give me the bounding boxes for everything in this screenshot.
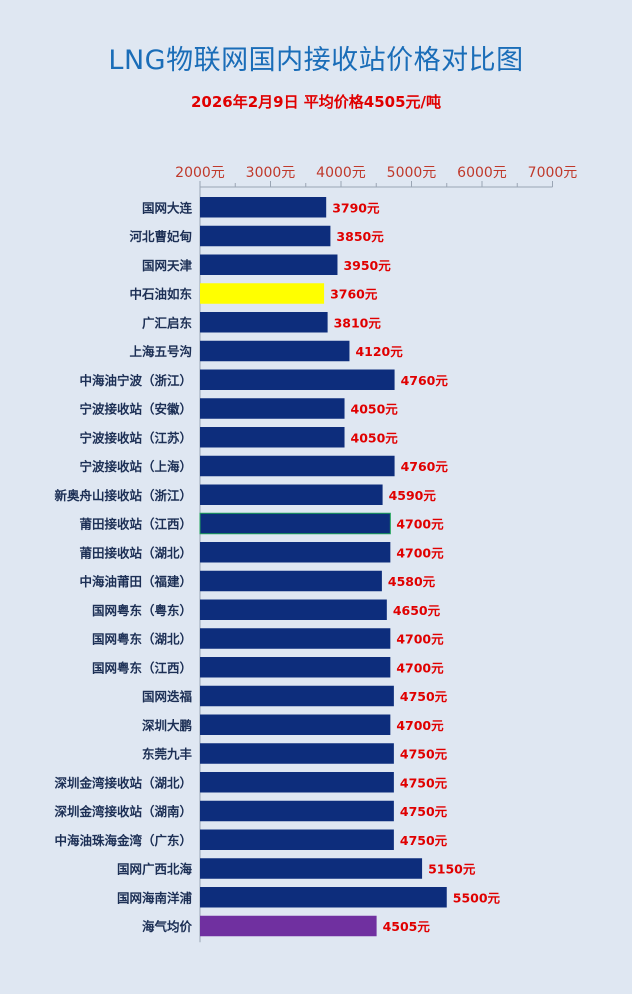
value-label-20: 4750元 (400, 775, 448, 790)
bar-18 (200, 714, 391, 735)
category-label-3: 中石油如东 (129, 287, 192, 302)
category-label-17: 国网迭福 (142, 689, 193, 704)
category-label-11: 莆田接收站（江西） (79, 517, 192, 532)
value-label-23: 5150元 (428, 862, 476, 877)
category-label-16: 国网粤东（江西） (92, 660, 192, 675)
x-tick-label-1: 3000元 (246, 165, 296, 181)
x-tick-label-0: 2000元 (175, 165, 225, 181)
bar-20 (200, 772, 394, 793)
category-label-7: 宁波接收站（安徽） (79, 402, 192, 417)
value-label-17: 4750元 (400, 689, 448, 704)
category-label-25: 海气均价 (142, 919, 193, 934)
x-tick-label-5: 7000元 (528, 165, 578, 181)
value-label-19: 4750元 (400, 747, 448, 762)
value-label-7: 4050元 (351, 402, 399, 417)
bar-4 (200, 312, 328, 333)
value-label-6: 4760元 (401, 373, 449, 388)
bar-15 (200, 628, 391, 649)
category-label-21: 深圳金湾接收站（湖南） (54, 804, 192, 819)
category-label-2: 国网天津 (142, 258, 193, 273)
x-tick-label-4: 6000元 (457, 165, 507, 181)
bar-12 (200, 542, 391, 563)
bar-17 (200, 685, 394, 707)
value-label-12: 4700元 (396, 545, 444, 560)
bar-21 (200, 800, 394, 822)
value-label-15: 4700元 (396, 632, 444, 647)
category-label-20: 深圳金湾接收站（湖北） (54, 775, 192, 790)
bar-10 (200, 484, 383, 505)
bar-14 (200, 599, 387, 620)
bar-6 (200, 369, 395, 390)
category-label-9: 宁波接收站（上海） (79, 459, 192, 474)
bar-25 (200, 915, 377, 937)
value-label-21: 4750元 (400, 804, 448, 819)
bar-13 (200, 570, 382, 592)
bar-2 (200, 254, 338, 275)
value-label-16: 4700元 (396, 660, 444, 675)
value-label-18: 4700元 (396, 718, 444, 733)
category-label-10: 新奥舟山接收站（浙江） (54, 488, 192, 503)
category-label-13: 中海油莆田（福建） (79, 574, 192, 589)
bar-11 (199, 512, 391, 535)
chart-title: LNG物联网国内接收站价格对比图 (108, 45, 524, 76)
category-label-12: 莆田接收站（湖北） (79, 545, 192, 560)
category-label-1: 河北曹妃甸 (129, 229, 192, 244)
bar-9 (200, 455, 395, 477)
bar-7 (200, 398, 345, 419)
bar-22 (200, 829, 394, 850)
bar-8 (200, 427, 345, 448)
category-label-19: 东莞九丰 (142, 747, 193, 762)
bar-23 (200, 858, 423, 879)
bar-19 (200, 743, 394, 764)
value-label-5: 4120元 (355, 344, 403, 359)
chart-subtitle: 2026年2月9日 平均价格4505元/吨 (190, 93, 442, 111)
x-tick-label-2: 4000元 (316, 165, 366, 181)
category-label-0: 国网大连 (142, 200, 193, 215)
value-label-0: 3790元 (332, 200, 380, 215)
value-label-8: 4050元 (351, 430, 399, 445)
bar-16 (200, 657, 391, 678)
category-label-6: 中海油宁波（浙江） (79, 373, 192, 388)
value-label-3: 3760元 (330, 287, 378, 302)
x-tick-label-3: 5000元 (387, 165, 437, 181)
category-label-23: 国网广西北海 (117, 862, 193, 877)
value-label-10: 4590元 (389, 488, 437, 503)
bar-3 (200, 283, 325, 304)
category-label-15: 国网粤东（湖北） (92, 632, 192, 647)
bar-5 (200, 340, 350, 362)
bar-24 (200, 887, 447, 908)
category-label-24: 国网海南洋浦 (117, 890, 193, 905)
bar-0 (200, 197, 327, 218)
value-label-4: 3810元 (334, 315, 382, 330)
value-label-2: 3950元 (343, 258, 391, 273)
category-label-8: 宁波接收站（江苏） (79, 430, 192, 445)
category-label-18: 深圳大鹏 (142, 718, 192, 733)
value-label-22: 4750元 (400, 833, 448, 848)
category-label-22: 中海油珠海金湾（广东） (54, 833, 192, 848)
category-label-14: 国网粤东（粤东） (92, 603, 192, 618)
category-label-5: 上海五号沟 (129, 344, 192, 359)
value-label-1: 3850元 (336, 229, 384, 244)
bar-1 (200, 225, 331, 247)
value-label-9: 4760元 (401, 459, 449, 474)
value-label-11: 4700元 (396, 517, 444, 532)
value-label-14: 4650元 (393, 603, 441, 618)
value-label-24: 5500元 (453, 890, 501, 905)
category-label-4: 广汇启东 (142, 315, 193, 330)
value-label-13: 4580元 (388, 574, 436, 589)
value-label-25: 4505元 (383, 919, 431, 934)
